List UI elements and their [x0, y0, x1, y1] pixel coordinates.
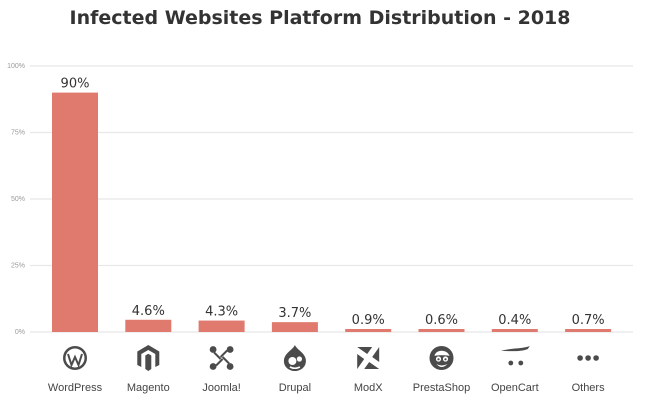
x-tick-label: WordPress [48, 382, 103, 394]
x-tick-label: OpenCart [491, 382, 539, 394]
magento-icon [137, 345, 160, 371]
prestashop-icon [429, 346, 454, 370]
x-tick-label: ModX [354, 382, 383, 394]
chart-title: Infected Websites Platform Distribution … [70, 7, 571, 29]
data-label: 0.4% [498, 313, 531, 328]
y-axis-ticks: 0% 25% 50% 75% 100% [7, 63, 25, 336]
wordpress-icon [63, 346, 87, 370]
x-tick-label: Magento [127, 382, 170, 394]
value-labels: 90% 4.6% 4.3% 3.7% 0.9% 0.6% 0.4% 0.7% [61, 77, 605, 328]
data-label: 0.6% [425, 313, 458, 328]
data-label: 4.6% [132, 304, 165, 319]
y-tick-label: 50% [11, 196, 25, 203]
drupal-icon [283, 345, 306, 371]
bars [52, 92, 612, 332]
modx-icon [357, 347, 380, 369]
y-tick-label: 25% [11, 263, 25, 270]
platform-icons [63, 345, 599, 371]
bar [491, 329, 538, 332]
data-label: 3.7% [278, 306, 311, 321]
gridlines [30, 65, 633, 333]
bar [418, 329, 465, 332]
x-tick-label: PrestaShop [413, 382, 470, 394]
data-label: 0.7% [572, 313, 605, 328]
bar [345, 329, 392, 332]
x-tick-label: Others [572, 382, 606, 394]
y-tick-label: 100% [7, 63, 25, 70]
data-label: 4.3% [205, 305, 238, 320]
bar [52, 92, 98, 332]
bar [565, 329, 612, 332]
x-tick-label: Drupal [279, 382, 311, 394]
x-axis-labels: WordPress Magento Joomla! Drupal ModX PrestaS… [48, 382, 605, 394]
y-tick-label: 0% [15, 329, 25, 336]
data-label: 90% [61, 77, 90, 92]
bar [198, 320, 245, 332]
others-dots-icon [577, 355, 599, 361]
y-tick-label: 75% [11, 130, 25, 137]
bar [271, 322, 318, 332]
opencart-icon [500, 346, 530, 366]
bar [125, 319, 172, 332]
x-tick-label: Joomla! [202, 382, 241, 394]
joomla-icon [209, 346, 234, 370]
data-label: 0.9% [352, 313, 385, 328]
